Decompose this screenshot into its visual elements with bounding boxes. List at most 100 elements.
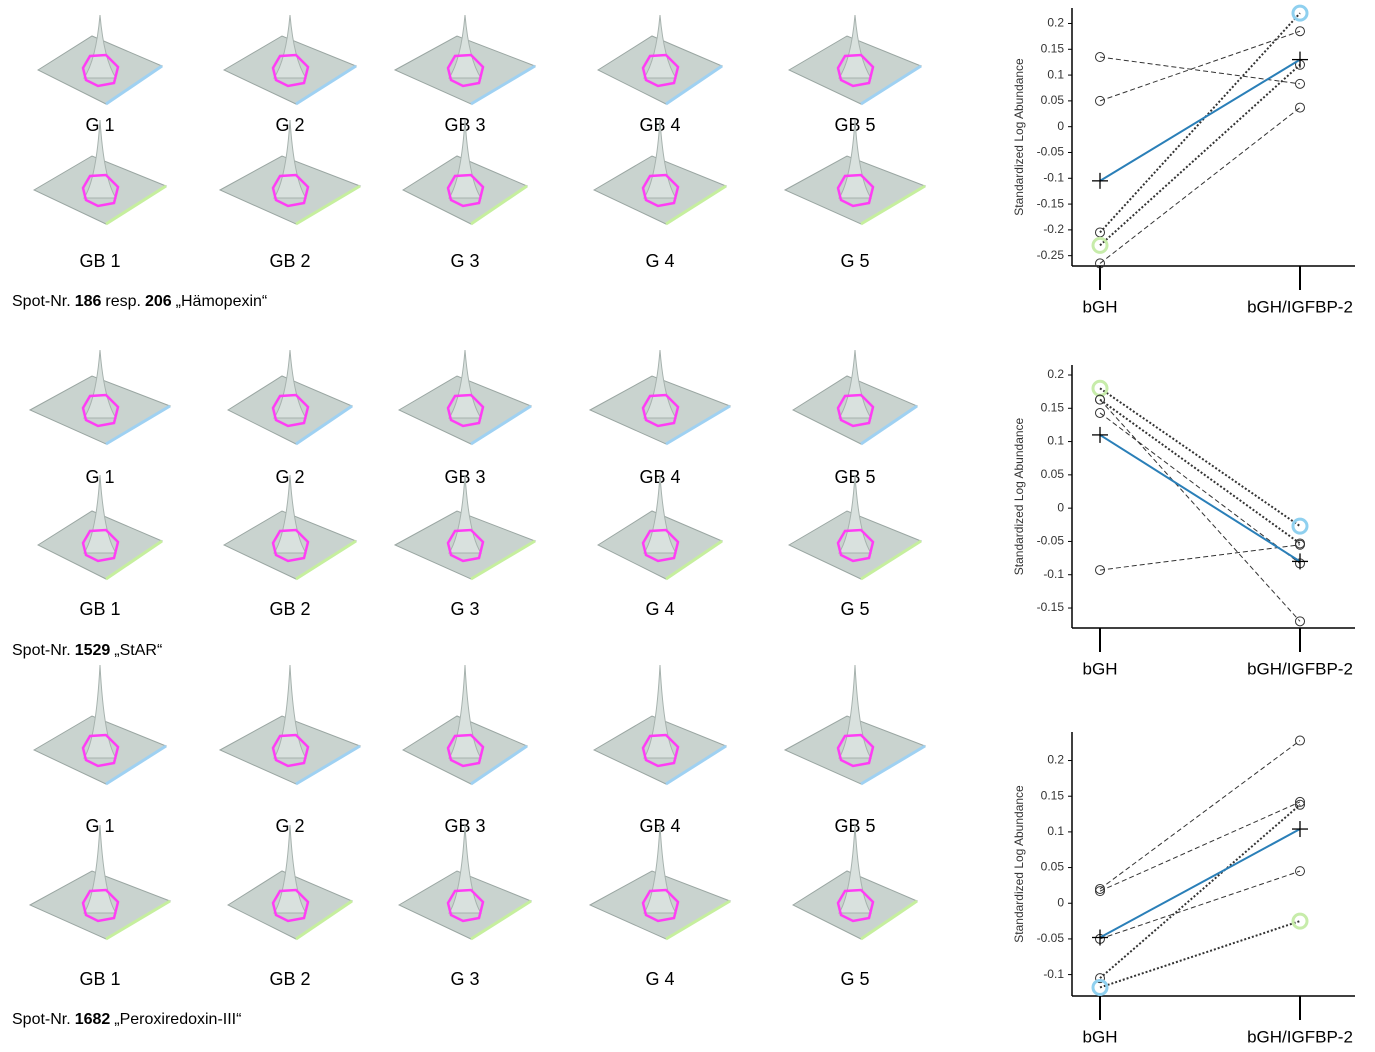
point-marker — [1295, 616, 1305, 627]
caption-part: Spot-Nr. — [12, 642, 71, 659]
spot-outline — [271, 173, 310, 208]
series-line — [1099, 920, 1301, 989]
y-tick-label: -0.05 — [1037, 931, 1065, 945]
series-line — [1099, 801, 1301, 892]
spot-edge — [860, 404, 918, 446]
mean-marker — [1292, 51, 1308, 68]
y-tick-label: 0.2 — [1047, 16, 1064, 30]
spot-outline — [271, 733, 310, 768]
sample-label: G 3 — [450, 251, 479, 271]
y-tick-label: 0.05 — [1041, 860, 1065, 874]
point-marker — [1295, 796, 1305, 807]
spot-outline — [641, 528, 680, 563]
y-tick-label: 0.15 — [1041, 400, 1065, 414]
spot-rendering — [791, 824, 919, 941]
spot-edge — [665, 899, 731, 941]
point-marker — [1295, 102, 1305, 113]
y-tick-label: -0.25 — [1037, 248, 1065, 262]
caption-part: 206 — [145, 293, 172, 310]
mean-marker — [1092, 426, 1108, 443]
series-line — [1099, 434, 1301, 563]
y-tick-label: 0.1 — [1047, 824, 1064, 838]
y-tick-label: -0.1 — [1043, 170, 1064, 184]
y-tick-label: 0.2 — [1047, 367, 1064, 381]
caption-part: 186 — [75, 293, 102, 310]
caption-part: „Hämopexin“ — [176, 293, 268, 310]
spot-outline — [836, 888, 875, 923]
spot-rendering — [592, 664, 728, 786]
spot-edge — [470, 64, 536, 106]
spot-rendering — [218, 119, 362, 226]
series-line — [1099, 107, 1301, 264]
spot-peak — [838, 349, 872, 419]
spot-edge — [470, 539, 536, 581]
point-marker — [1095, 407, 1105, 418]
spot-edge — [105, 539, 163, 581]
series-line — [1099, 399, 1301, 622]
spot-outline — [81, 53, 120, 88]
spot-rendering — [787, 14, 923, 106]
sample-label: GB 2 — [269, 599, 310, 619]
point-marker — [1095, 258, 1105, 269]
mean-marker — [1092, 172, 1108, 189]
spot-outline — [641, 393, 680, 428]
series-line — [1099, 387, 1301, 527]
y-axis-label: Standardized Log Abundance — [1012, 785, 1026, 943]
sample-label: G 4 — [645, 251, 674, 271]
y-tick-label: -0.1 — [1043, 567, 1064, 581]
spot-outline — [836, 733, 875, 768]
series-line — [1099, 398, 1301, 545]
spot-outline — [446, 393, 485, 428]
spot-rendering — [596, 14, 724, 106]
x-tick-label: bGH/IGFBP-2 — [1247, 297, 1353, 316]
point-marker — [1095, 886, 1105, 897]
spot-rendering — [222, 14, 358, 106]
spot-rendering — [588, 349, 732, 446]
mean-marker — [1092, 929, 1108, 946]
spot-outline — [446, 888, 485, 923]
y-axis-label: Standardized Log Abundance — [1012, 417, 1026, 575]
spot-outline — [81, 528, 120, 563]
spot-rendering — [596, 474, 724, 581]
y-tick-label: -0.05 — [1037, 534, 1065, 548]
spot-edge — [665, 184, 727, 226]
spot-rendering — [783, 664, 927, 786]
sample-label: G 5 — [840, 599, 869, 619]
spot-outline — [446, 173, 485, 208]
spot-edge — [665, 64, 723, 106]
sample-label: G 3 — [450, 599, 479, 619]
caption-part: Spot-Nr. — [12, 1011, 71, 1028]
caption-part: „StAR“ — [114, 642, 162, 659]
spot-edge — [860, 64, 922, 106]
sample-label: GB 1 — [79, 251, 120, 271]
series-line — [1099, 870, 1301, 940]
spot-edge — [295, 899, 353, 941]
x-tick-label: bGH/IGFBP-2 — [1247, 659, 1353, 678]
series-line — [1099, 12, 1301, 234]
spot-rendering — [36, 474, 164, 581]
spot-peak — [273, 349, 307, 419]
x-tick-label: bGH/IGFBP-2 — [1247, 1027, 1353, 1046]
spot-outline — [446, 528, 485, 563]
spot-edge — [105, 404, 171, 446]
spot-edge — [295, 744, 361, 786]
spot-caption: Spot-Nr. 1529 „StAR“ — [12, 642, 162, 659]
sample-label: GB 1 — [79, 969, 120, 989]
spot-caption: Spot-Nr. 186 resp. 206 „Hämopexin“ — [12, 293, 267, 310]
spot-edge — [105, 64, 163, 106]
sample-label: G 4 — [645, 969, 674, 989]
spot-outline — [446, 733, 485, 768]
spot-peak — [643, 349, 677, 419]
y-tick-label: 0 — [1057, 500, 1064, 514]
spot-peak — [83, 664, 117, 759]
spot-rendering — [226, 824, 354, 941]
point-marker — [1295, 735, 1305, 746]
series-line — [1099, 30, 1301, 102]
caption-part: 1682 — [75, 1011, 111, 1028]
spot-edge — [860, 184, 926, 226]
spot-peak — [448, 349, 482, 419]
point-marker — [1295, 26, 1305, 37]
spot-peak — [83, 349, 117, 419]
spot-peak — [273, 824, 307, 914]
spot-peak — [448, 664, 482, 759]
